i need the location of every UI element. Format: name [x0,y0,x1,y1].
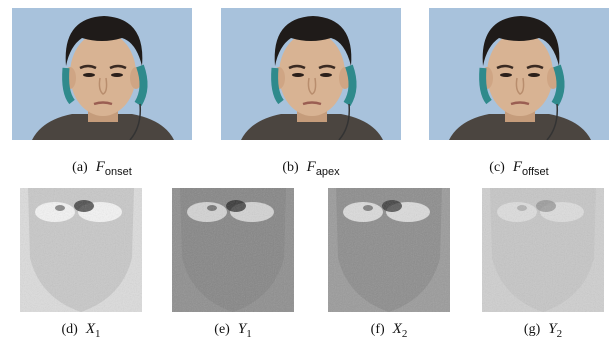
caption: (c)Foffset [489,159,548,178]
photo [429,8,609,140]
flow-map [172,188,294,312]
subscript: 1 [246,328,252,340]
panel-label: (a) [72,160,88,175]
figure: (a)Fonset (b)Fapex (c)Foffset (d)X1 (e)Y1 (f)… [0,0,609,347]
noise [328,188,450,312]
caption: (d)X1 [62,321,101,340]
caption: (g)Y2 [524,321,562,340]
caption: (e)Y1 [214,321,251,340]
photo [221,8,401,140]
subscript: apex [316,166,340,178]
photo [12,8,192,140]
noise [482,188,604,312]
page: (a)Fonset (b)Fapex (c)Foffset (d)X1 (e)Y1 (f)… [0,0,609,347]
noise [172,188,294,312]
panel-label: (f) [371,322,385,337]
subscript: 2 [402,328,408,340]
flow-map [328,188,450,312]
panel-label: (e) [214,322,230,337]
caption: (b)Fapex [282,159,340,178]
caption: (f)X2 [371,321,408,340]
caption: (a)Fonset [72,159,132,178]
panel-label: (d) [62,322,79,337]
subscript: onset [105,166,132,178]
panel-label: (c) [489,160,505,175]
subscript: 1 [95,328,101,340]
panel-label: (b) [282,160,299,175]
flow-map [20,188,142,312]
flow-map [482,188,604,312]
subscript: offset [522,166,549,178]
subscript: 2 [557,328,563,340]
panel-label: (g) [524,322,541,337]
noise [20,188,142,312]
